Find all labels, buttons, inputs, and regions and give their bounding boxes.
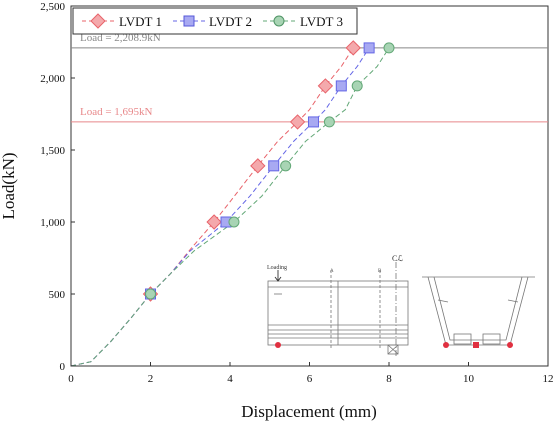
x-tick-label-3: 6 (307, 373, 313, 385)
legend: LVDT 1 LVDT 2 LVDT 3 (72, 7, 358, 35)
inset-lvdt-right (507, 342, 513, 348)
legend-label-lvdt1: LVDT 1 (119, 14, 162, 29)
reference-line-label-1: Load = 1,695kN (80, 106, 153, 118)
legend-label-lvdt2: LVDT 2 (209, 14, 252, 29)
x-axis-label: Displacement (mm) (241, 402, 377, 421)
series-1-marker-1 (206, 214, 222, 230)
series-1-marker-5 (345, 40, 361, 56)
series-line-2 (70, 47, 370, 367)
inset-lvdt-left (443, 342, 449, 348)
x-tick-label-6: 12 (543, 373, 554, 385)
x-tick-label-5: 10 (463, 373, 475, 385)
series-3-marker-1 (228, 216, 240, 228)
inset-elevation (267, 262, 409, 356)
y-tick-label-3: 1,500 (40, 145, 65, 157)
series-1-marker-3 (289, 114, 306, 130)
series-3-marker-0 (145, 288, 156, 300)
inset-lvdt-center (473, 342, 479, 348)
y-tick-label-0: 0 (60, 361, 66, 373)
y-tick-label-1: 500 (49, 289, 66, 301)
series-2-marker-3 (307, 116, 319, 128)
legend-marker-lvdt1 (90, 13, 106, 29)
reference-lines: Load = 2,208.9kN Load = 1,695kN (71, 32, 548, 123)
series-2-marker-4 (335, 80, 347, 92)
inset-loading-label: Loading (267, 265, 287, 271)
loading-arrow-icon (274, 270, 282, 282)
series-2-marker-5 (363, 42, 375, 54)
series-layer (70, 40, 395, 367)
inset-section-a: A (330, 269, 334, 274)
legend-label-lvdt3: LVDT 3 (300, 14, 343, 29)
series-2-marker-2 (268, 160, 280, 172)
y-axis-label: Load(kN) (0, 152, 18, 219)
series-3-marker-3 (323, 116, 335, 128)
y-tick-label-4: 2,000 (40, 73, 65, 85)
series-line-1 (70, 47, 354, 367)
inset-centerline: Cℒ (392, 254, 403, 263)
x-tick-label-4: 8 (386, 373, 392, 385)
series-1-marker-4 (317, 78, 334, 94)
legend-marker-lvdt3 (273, 15, 285, 27)
series-3-marker-5 (383, 42, 395, 54)
axis-ticks: 0 2 4 6 8 10 12 0 500 1,000 1,500 2,000 2,500 (40, 1, 553, 385)
plot-frame (70, 5, 549, 367)
series-line-3 (70, 47, 390, 367)
series-3-marker-4 (351, 80, 363, 92)
test-setup-inset: Loading A B Cℒ (267, 254, 535, 356)
legend-marker-lvdt2 (183, 15, 195, 27)
inset-section-b: B (378, 269, 382, 274)
series-1-marker-2 (250, 158, 266, 174)
reference-line-label-0: Load = 2,208.9kN (80, 32, 161, 44)
x-tick-label-0: 0 (68, 373, 74, 385)
inset-lvdt-point (275, 342, 281, 348)
y-tick-label-2: 1,000 (40, 217, 65, 229)
legend-box (72, 7, 358, 35)
inset-cross-section (422, 276, 535, 346)
x-tick-label-2: 4 (227, 373, 233, 385)
x-tick-label-1: 2 (148, 373, 154, 385)
y-tick-label-5: 2,500 (40, 1, 65, 13)
series-3-marker-2 (280, 160, 292, 172)
